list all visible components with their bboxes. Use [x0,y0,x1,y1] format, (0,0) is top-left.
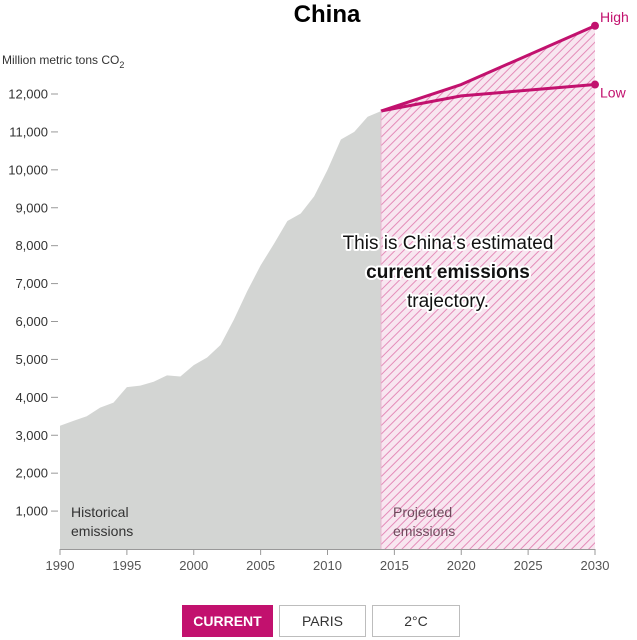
scenario-toggle: CURRENT PARIS 2°C [182,605,460,637]
y-axis: 1,000 2,000 3,000 4,000 5,000 6,000 7,000 8,000… [8,87,58,519]
emissions-chart: China Million metric tons CO2 1,000 2,000… [2,1,629,573]
projected-emissions-area [381,25,595,549]
series-end-point-low [591,80,599,89]
projection-lines: High Low [380,9,629,113]
x-tick-label: 2005 [246,558,275,573]
historical-emissions-area [60,111,381,549]
annotation-line2: current emissions [366,262,530,283]
y-tick-label: 7,000 [15,276,48,291]
y-tick-label: 12,000 [8,87,48,102]
current-button[interactable]: CURRENT [182,605,273,637]
x-tick-label: 2025 [514,558,543,573]
y-tick-label: 8,000 [15,238,48,253]
historical-label-line1: Historical [71,504,129,520]
projected-emissions-label: Projected emissions [393,504,456,539]
x-axis: 1990 1995 2000 2005 2010 2015 2020 2025 2030 [46,111,610,573]
historical-emissions-label: Historical emissions [71,504,133,539]
x-tick-label: 2015 [380,558,409,573]
two-degrees-button[interactable]: 2°C [372,605,460,637]
y-axis-unit-label: Million metric tons CO2 [2,53,124,70]
x-tick-label: 1990 [46,558,75,573]
y-tick-label: 6,000 [15,314,48,329]
x-tick-label: 2030 [581,558,610,573]
annotation-line3: trajectory. [407,291,489,312]
series-line-low [380,83,596,113]
historical-label-line2: emissions [71,523,133,539]
y-tick-label: 5,000 [15,352,48,367]
y-tick-label: 2,000 [15,466,48,481]
annotation: This is China’s estimated current emissi… [341,231,556,314]
x-tick-label: 2000 [179,558,208,573]
chart-title: China [294,1,361,28]
series-label-high: High [600,9,629,25]
y-tick-label: 11,000 [9,124,48,139]
series-line-high [380,24,596,113]
y-tick-label: 10,000 [8,162,48,177]
y-tick-label: 4,000 [15,390,48,405]
projected-label-line1: Projected [393,504,452,520]
series-end-point-high [591,21,599,30]
annotation-line1: This is China’s estimated [343,233,554,254]
x-tick-label: 2020 [447,558,476,573]
series-label-low: Low [600,85,627,101]
y-axis-unit-subscript: 2 [119,60,124,70]
y-axis-unit-text: Million metric tons CO [2,53,119,67]
x-tick-label: 2010 [313,558,342,573]
y-tick-label: 3,000 [15,428,48,443]
paris-button[interactable]: PARIS [279,605,366,637]
x-tick-label: 1995 [112,558,141,573]
projected-label-line2: emissions [393,523,455,539]
y-tick-label: 1,000 [15,504,48,519]
y-tick-label: 9,000 [15,200,48,215]
